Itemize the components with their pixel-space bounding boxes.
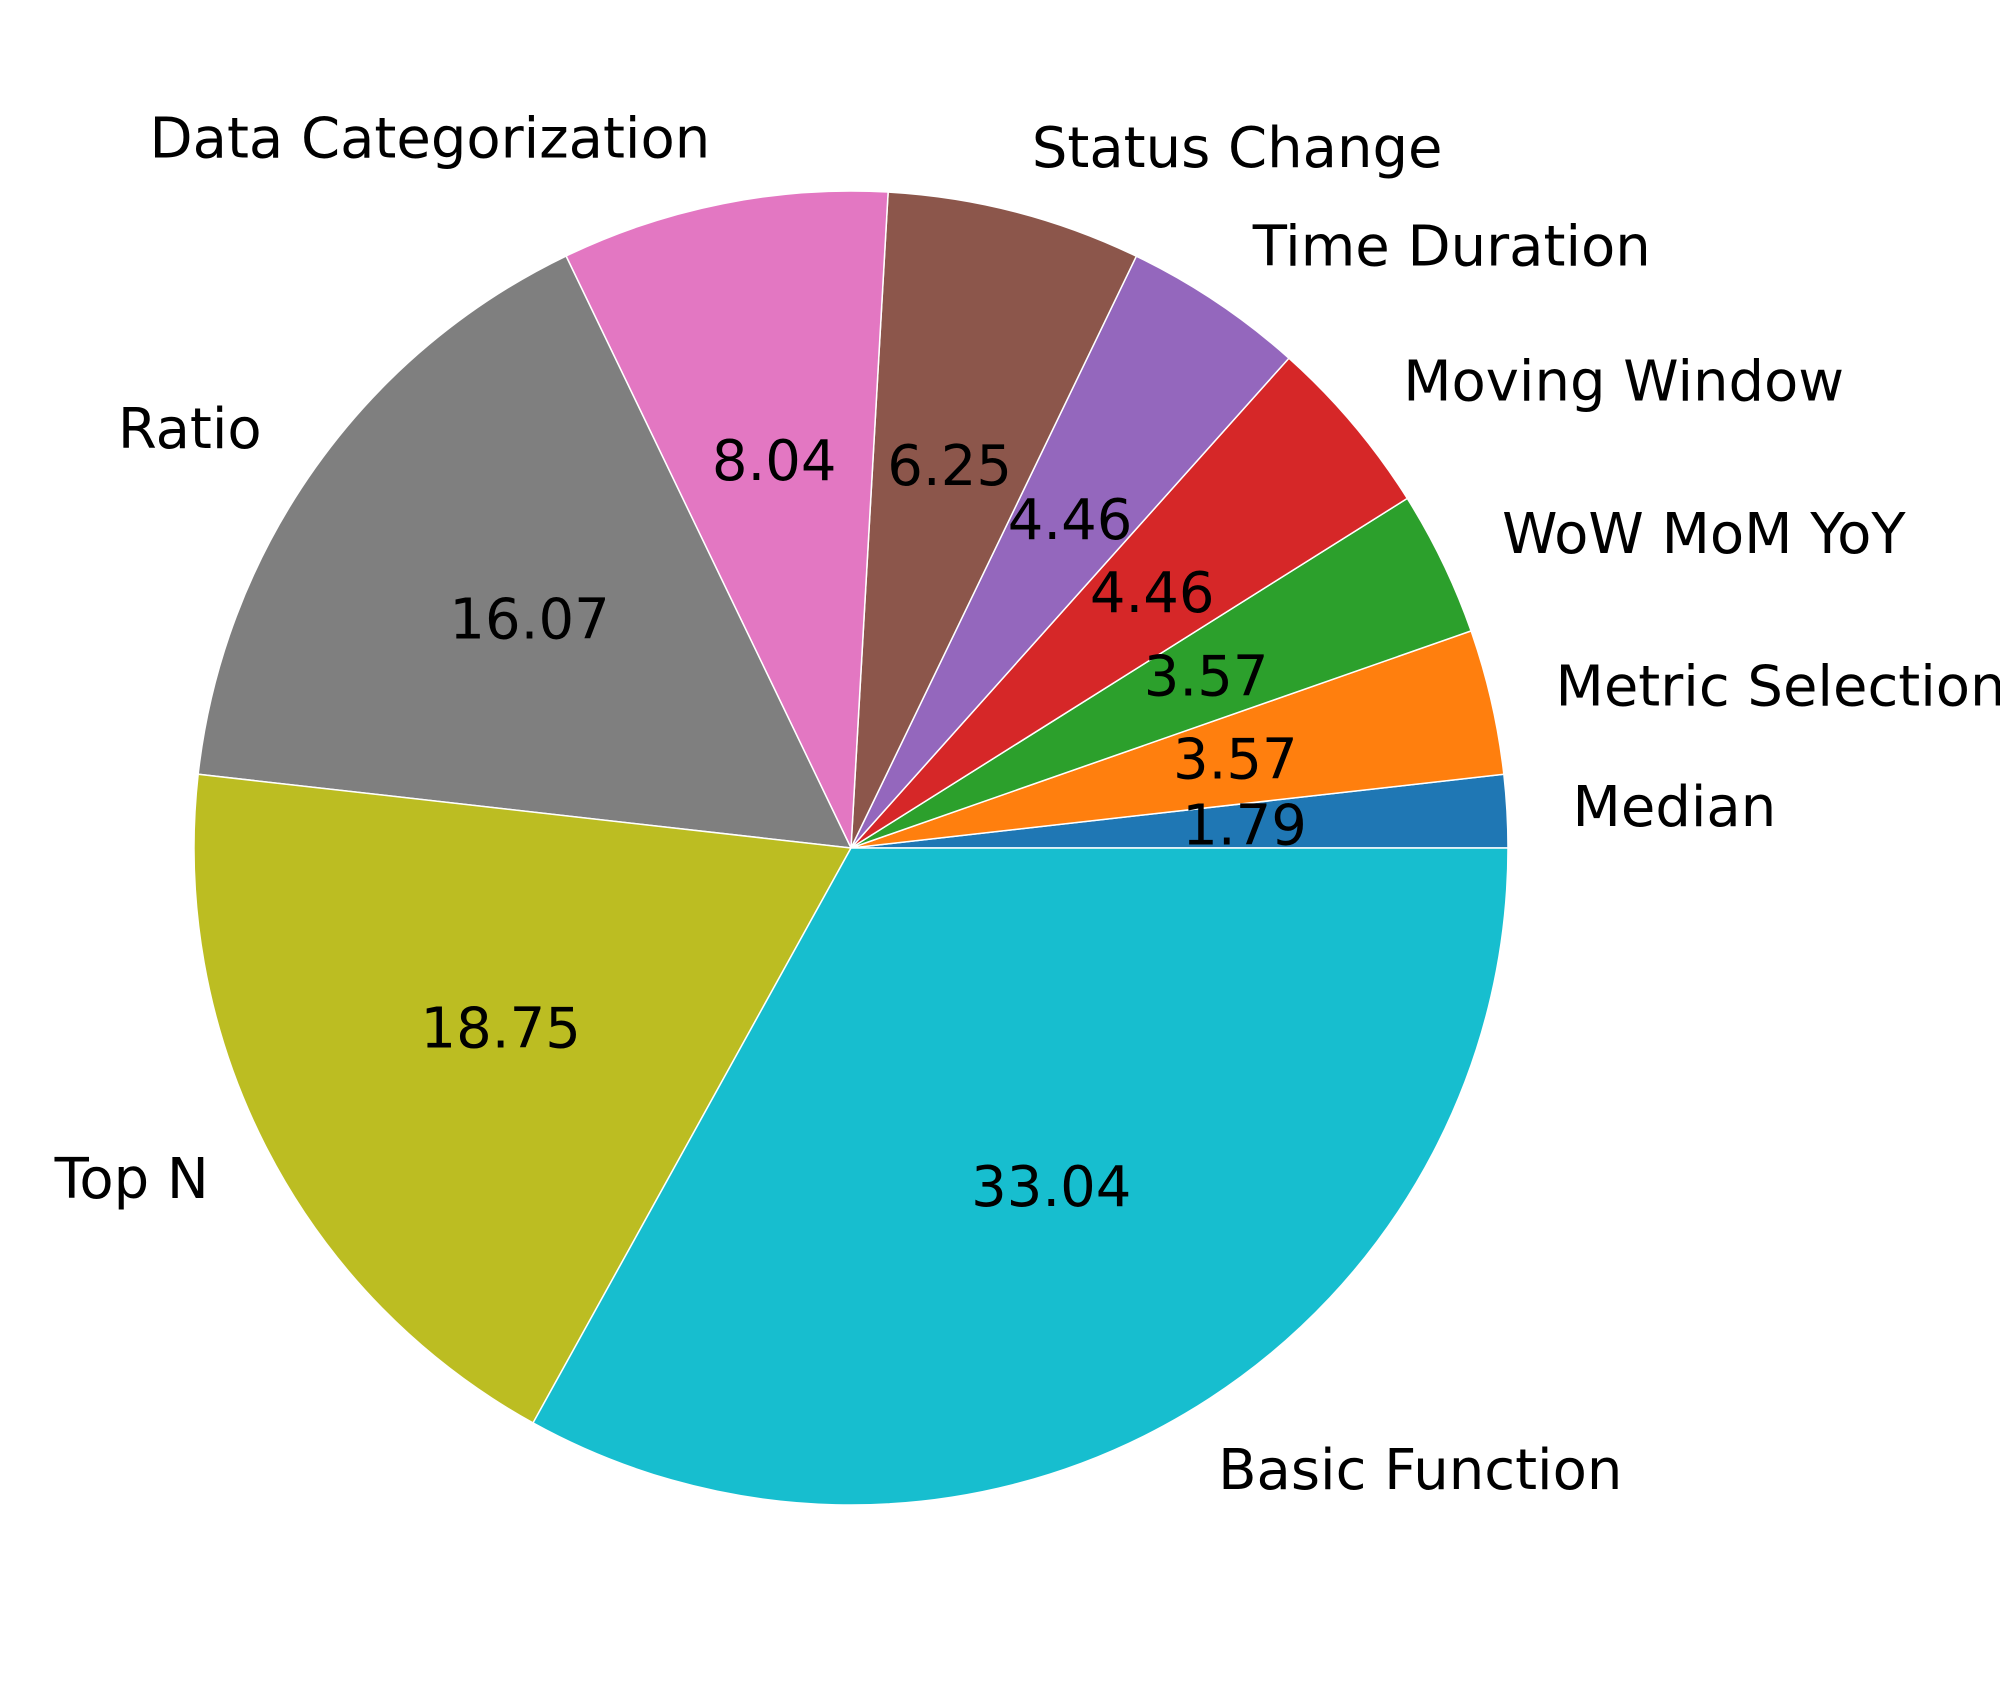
value-label-metric-selection: 3.57 xyxy=(1173,728,1298,793)
value-label-basic-function: 33.04 xyxy=(971,1155,1131,1220)
category-label-top-n: Top N xyxy=(54,1147,209,1212)
pie-slice-moving-window xyxy=(850,357,1409,849)
category-label-ratio: Ratio xyxy=(118,397,262,462)
value-label-top-n: 18.75 xyxy=(421,996,581,1061)
value-labels-layer: 1.793.573.574.464.466.258.0416.0718.7533… xyxy=(421,429,1307,1220)
slices-layer xyxy=(193,190,1509,1506)
category-label-metric-selection: Metric Selection xyxy=(1556,655,2000,720)
category-label-moving-window: Moving Window xyxy=(1403,349,1844,414)
category-label-data-categorization: Data Categorization xyxy=(150,107,711,172)
category-label-median: Median xyxy=(1573,775,1777,840)
value-label-status-change: 6.25 xyxy=(887,434,1012,499)
value-label-ratio: 16.07 xyxy=(449,587,609,652)
category-label-wow-mom-yoy: WoW MoM YoY xyxy=(1502,502,1906,567)
pie-slice-data-categorization xyxy=(565,190,889,849)
pie-slice-ratio xyxy=(197,255,853,849)
category-labels-layer: Median Metric Selection WoW MoM YoY Moving … xyxy=(54,107,2000,1503)
value-label-moving-window: 4.46 xyxy=(1090,561,1215,626)
category-label-time-duration: Time Duration xyxy=(1252,215,1651,280)
value-label-data-categorization: 8.04 xyxy=(712,429,837,494)
pie-slice-time-duration xyxy=(850,255,1290,849)
pie-slice-top-n xyxy=(193,773,853,1424)
pie-slice-basic-function xyxy=(532,847,1509,1506)
value-label-median: 1.79 xyxy=(1182,793,1307,858)
category-label-basic-function: Basic Function xyxy=(1218,1438,1622,1503)
value-label-wow-mom-yoy: 3.57 xyxy=(1144,644,1269,709)
category-label-status-change: Status Change xyxy=(1032,116,1443,181)
pie-slice-status-change xyxy=(850,191,1138,849)
value-label-time-duration: 4.46 xyxy=(1008,488,1133,553)
